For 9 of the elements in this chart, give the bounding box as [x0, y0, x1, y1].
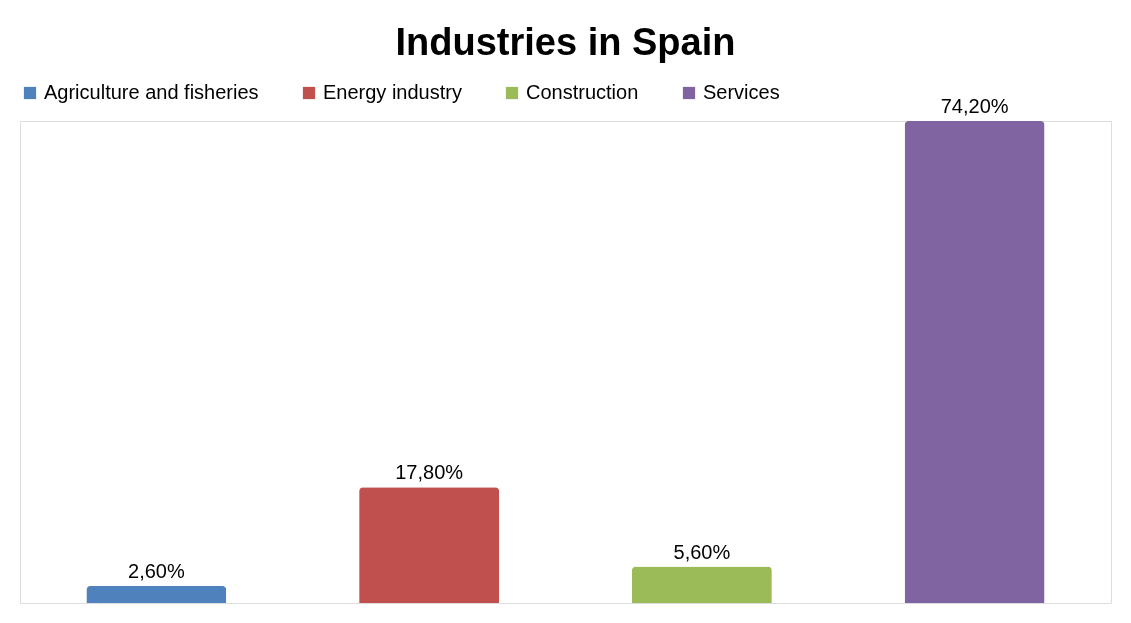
- legend-label: Construction: [526, 81, 639, 103]
- chart-title: Industries in Spain: [395, 21, 736, 63]
- data-label: 74,20%: [940, 95, 1009, 117]
- legend-label: Energy industry: [323, 81, 462, 103]
- data-label: 5,60%: [673, 540, 731, 563]
- legend-label: Agriculture and fisheries: [44, 81, 259, 103]
- data-label: 2,60%: [128, 560, 185, 583]
- legend-label: Services: [703, 81, 780, 103]
- data-label: 17,80%: [395, 461, 464, 484]
